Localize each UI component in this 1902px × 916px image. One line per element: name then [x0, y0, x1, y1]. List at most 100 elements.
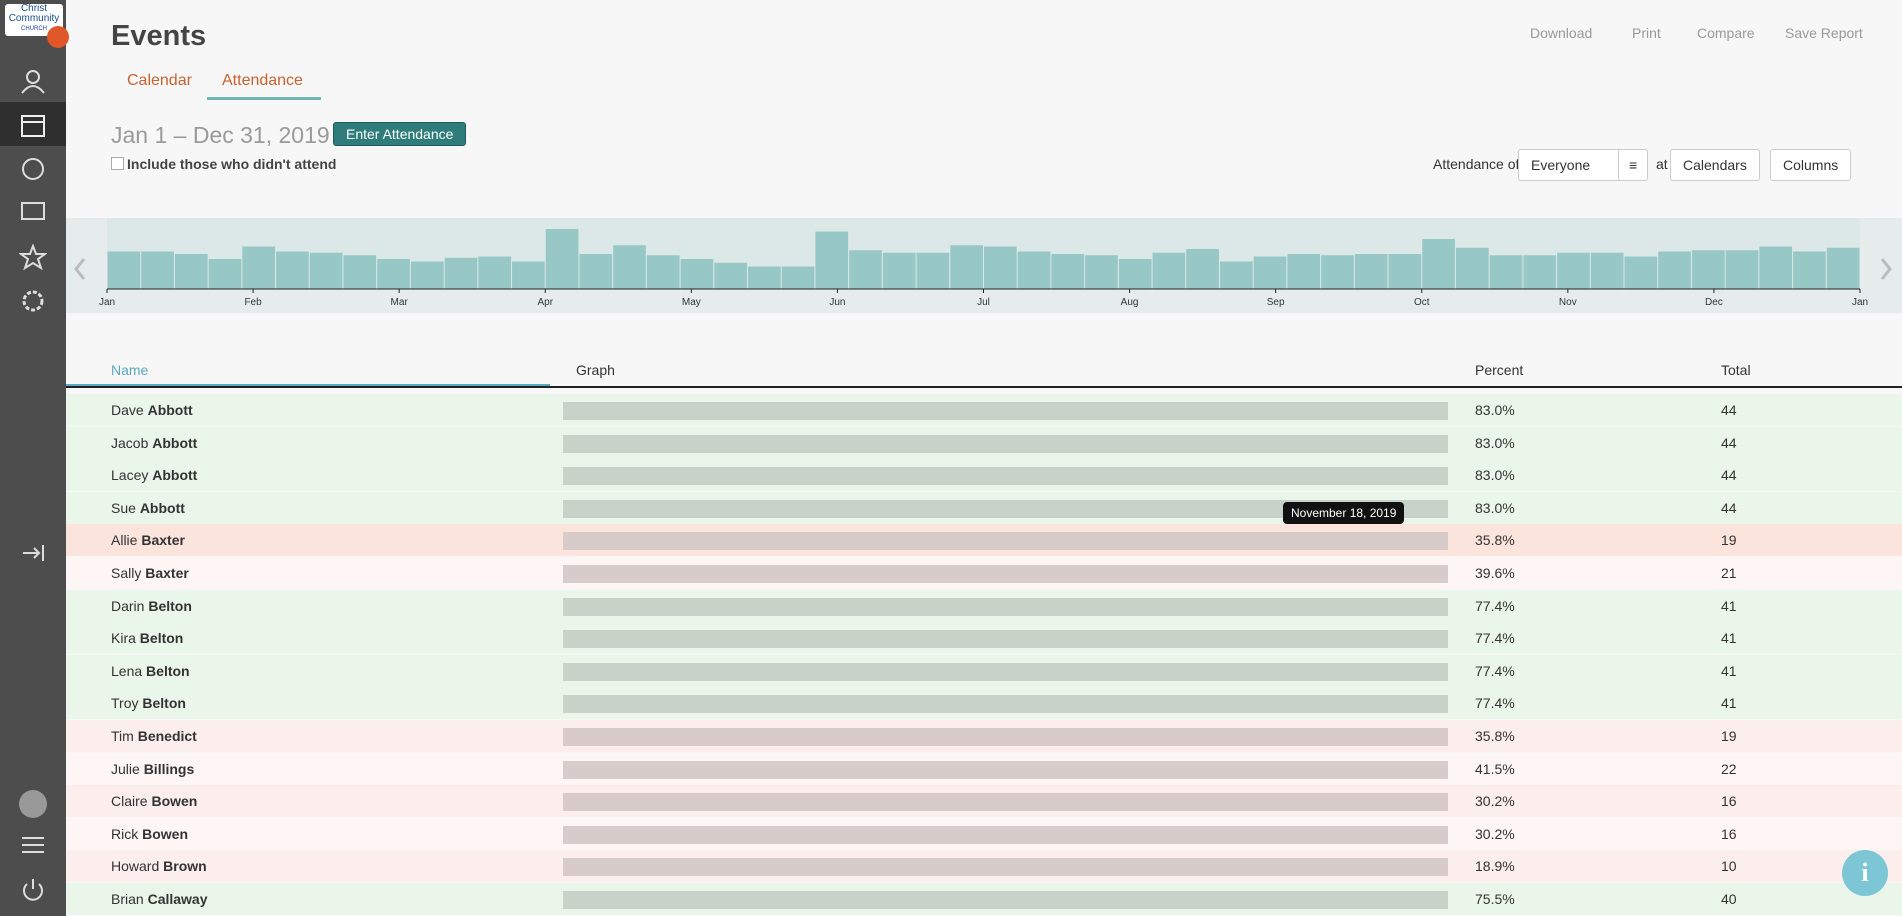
checkbox[interactable] [111, 157, 124, 170]
attendance-track [563, 532, 1448, 551]
histogram-bar [1489, 255, 1523, 289]
attendance-track [563, 825, 1448, 844]
next-arrow[interactable] [1880, 258, 1892, 280]
last-name: Brown [163, 858, 207, 875]
table-row: Allie Baxter 35.8% 19 [66, 524, 1902, 557]
histogram-bar [1253, 256, 1287, 289]
percent-cell: 77.4% [1475, 630, 1515, 647]
total-cell: 41 [1721, 662, 1737, 679]
calendars-dropdown[interactable]: Calendars [1670, 149, 1760, 181]
name-cell: Tim Benedict [111, 728, 197, 744]
date-range[interactable]: Jan 1 – Dec 31, 2019 [111, 122, 330, 148]
month-label: May [682, 297, 701, 308]
attendance-track [563, 728, 1448, 746]
histogram-bar [242, 246, 276, 289]
name-cell: Howard Brown [111, 858, 207, 874]
attendance-track [563, 565, 1448, 583]
total-cell: 22 [1721, 760, 1737, 777]
favorites-nav[interactable] [0, 234, 66, 278]
include-checkbox[interactable]: Include those who didn't attend [111, 156, 336, 172]
histogram-bar [849, 250, 882, 289]
compare-button[interactable]: Compare [1697, 25, 1755, 41]
histogram-bar [512, 261, 545, 289]
everyone-dropdown[interactable]: Everyone [1518, 149, 1624, 181]
events-nav[interactable] [0, 102, 66, 146]
histogram-bar [1826, 247, 1860, 289]
giving-nav[interactable] [0, 146, 66, 190]
month-label: Apr [537, 297, 553, 308]
percent-cell: 30.2% [1475, 825, 1515, 842]
settings-nav[interactable] [0, 278, 66, 322]
download-button[interactable]: Download [1530, 25, 1593, 41]
columns-dropdown[interactable]: Columns [1770, 149, 1852, 181]
percent-cell: 83.0% [1475, 467, 1515, 484]
histogram-bar [1691, 250, 1725, 289]
messages-nav[interactable] [0, 190, 66, 234]
first-name: Kira [111, 630, 136, 647]
tab[interactable]: Calendar [127, 72, 192, 89]
total-cell: 16 [1721, 825, 1737, 842]
histogram-bar [984, 246, 1017, 289]
first-name: Rick [111, 825, 139, 842]
histogram-bar [714, 262, 748, 289]
histogram-bar [579, 254, 613, 289]
total-cell: 21 [1721, 565, 1737, 581]
info-button[interactable]: i [1842, 850, 1888, 896]
save-report-button[interactable]: Save Report [1785, 25, 1863, 41]
histogram-bar [343, 255, 377, 289]
attendance-track [563, 891, 1448, 909]
month-label: Sep [1267, 297, 1285, 308]
tab[interactable]: Attendance [222, 72, 303, 89]
histogram-bar [815, 231, 849, 289]
column-header[interactable]: Percent [1475, 362, 1524, 378]
table-row: Kira Belton 77.4% 41 [66, 622, 1902, 655]
logout-nav[interactable] [0, 866, 66, 910]
people-nav[interactable] [0, 58, 66, 102]
enter-attendance-button[interactable]: Enter Attendance [333, 122, 467, 146]
attendance-track [563, 402, 1448, 420]
table-row: Rick Bowen 30.2% 16 [66, 817, 1902, 850]
last-name: Abbott [139, 499, 185, 516]
column-header[interactable]: Name [111, 362, 149, 378]
name-cell: Lena Belton [111, 663, 190, 679]
attendance-track [563, 434, 1448, 453]
histogram-bar [410, 261, 444, 289]
percent-cell: 18.9% [1475, 858, 1515, 875]
print-button[interactable]: Print [1632, 25, 1661, 41]
column-header[interactable]: Total [1721, 362, 1751, 378]
last-name: Belton [146, 662, 190, 679]
logo-line: Community [8, 13, 60, 24]
total-cell: 44 [1721, 499, 1737, 516]
month-label: Mar [391, 297, 409, 308]
histogram-bar [646, 255, 680, 289]
histogram-bar [309, 252, 343, 289]
histogram-bar [950, 245, 983, 289]
histogram-bar [1017, 251, 1051, 289]
last-name: Callaway [147, 891, 208, 907]
percent-cell: 39.6% [1475, 565, 1515, 581]
total-cell: 16 [1721, 793, 1737, 810]
histogram-bar [1422, 239, 1455, 289]
histogram-bar [1354, 254, 1388, 289]
logo[interactable]: Christ Community CHURCH [5, 4, 63, 36]
table-row: Tim Benedict 35.8% 19 [66, 720, 1902, 752]
attendance-track [563, 858, 1448, 877]
attendance-track [563, 695, 1448, 714]
histogram-bar [1557, 252, 1590, 289]
collapse-nav[interactable] [0, 530, 66, 574]
histogram-bar [208, 259, 242, 289]
histogram: Jan Feb Mar Apr May Jun Jul Aug Sep Oct Nov Dec Jan [66, 218, 1902, 313]
filters-nav[interactable] [0, 822, 66, 866]
tooltip: November 18, 2019 [1283, 502, 1405, 524]
column-header[interactable]: Graph [576, 362, 615, 378]
table-row: Jacob Abbott 83.0% 44 [66, 426, 1902, 459]
histogram-bar [545, 229, 579, 289]
profile-nav[interactable] [0, 780, 66, 824]
prev-arrow[interactable] [74, 258, 86, 280]
histogram-bar [1152, 252, 1186, 289]
last-name: Billings [143, 760, 195, 777]
list-button[interactable]: ≡ [1618, 149, 1649, 181]
histogram-bar [1455, 247, 1489, 289]
last-name: Bowen [142, 825, 189, 842]
notification-bell[interactable] [47, 26, 69, 48]
